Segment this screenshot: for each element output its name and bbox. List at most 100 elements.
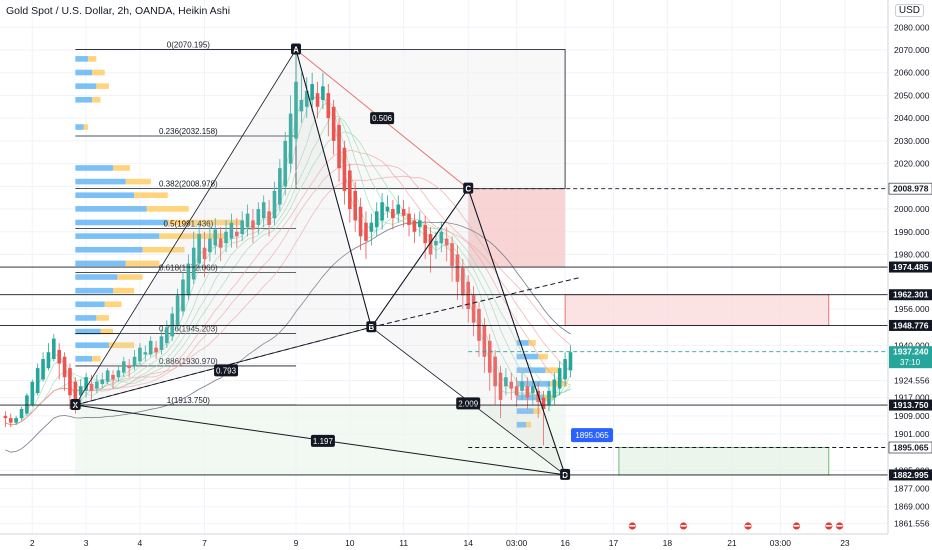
- candle-body: [391, 209, 395, 219]
- upper-box: [564, 294, 830, 326]
- candle-body: [19, 409, 24, 419]
- pattern-point-d: D: [562, 471, 568, 480]
- candle-body: [186, 263, 191, 296]
- price-tick: 2040.000: [894, 113, 930, 123]
- candle-body: [531, 386, 535, 394]
- candle-body: [68, 368, 72, 396]
- price-label-box: [889, 469, 932, 481]
- ma-line: [5, 175, 571, 426]
- price-label: 1913.750: [893, 400, 929, 410]
- candle-body: [358, 206, 363, 237]
- candle-body: [374, 211, 379, 228]
- candle-body: [78, 386, 83, 396]
- candle-body: [396, 204, 401, 214]
- time-tick: 2: [30, 538, 35, 548]
- candle-body: [14, 418, 18, 423]
- volume-bar-yellow: [545, 367, 560, 373]
- fib-label: 1(1913.750): [167, 396, 210, 405]
- fib-label: 0(2070.195): [167, 41, 210, 50]
- cd-line: [467, 188, 566, 476]
- volume-bar-yellow: [96, 83, 109, 89]
- volume-bar-blue: [516, 421, 527, 428]
- candle-body: [46, 352, 51, 369]
- price-label: 1882.995: [893, 470, 929, 480]
- volume-bar-blue: [516, 353, 539, 360]
- candle-body: [138, 347, 142, 362]
- currency-button[interactable]: USD: [894, 4, 924, 17]
- price-tick: 2080.000: [894, 22, 930, 32]
- price-label-box: [888, 441, 932, 454]
- candle-body: [235, 231, 239, 237]
- time-tick: 10: [345, 538, 355, 548]
- candle-body: [380, 202, 384, 221]
- candle-body: [509, 381, 514, 389]
- candle-body: [563, 359, 567, 380]
- volume-bar-yellow: [92, 96, 101, 103]
- candle-body: [3, 415, 8, 419]
- price-label: 1974.485: [893, 262, 929, 272]
- volume-bar-yellow: [526, 421, 532, 428]
- candle-body: [525, 386, 530, 398]
- candle-body: [84, 377, 88, 391]
- candle-body: [132, 356, 137, 366]
- ratio-label: 0.506: [372, 114, 393, 123]
- flag-stripe-icon: [825, 525, 832, 527]
- pattern-point-c: C: [465, 185, 471, 194]
- candle-body: [428, 234, 433, 255]
- volume-bar-yellow: [96, 315, 109, 321]
- ma-line: [5, 150, 571, 426]
- volume-bar-yellow: [125, 260, 160, 267]
- flag-stripe-icon: [629, 525, 636, 527]
- price-tick: 2060.000: [894, 68, 930, 78]
- price-tick: 1909.000: [894, 411, 930, 421]
- candle-body: [353, 190, 357, 221]
- fib-label: 0.5(1991.436): [163, 220, 213, 229]
- candle-body: [439, 231, 444, 244]
- candle-body: [450, 243, 454, 266]
- volume-bar-blue: [75, 165, 114, 171]
- candle-body: [100, 379, 105, 385]
- candle-body: [331, 106, 336, 141]
- volume-bar-yellow: [159, 233, 227, 239]
- price-label: 1962.301: [893, 290, 929, 300]
- ratio-box: [456, 397, 481, 410]
- ma-line: [5, 94, 571, 426]
- time-tick: 14: [463, 538, 473, 548]
- pattern-point-box: [463, 182, 474, 194]
- candle-body: [175, 295, 180, 325]
- time-axis[interactable]: 2 3 4 7 9 10 11 14 03:00 16 17 18 21 03:00 23: [0, 521, 888, 548]
- candle-body: [385, 206, 390, 212]
- volume-bar-yellow: [113, 287, 135, 294]
- candle-body: [256, 209, 261, 225]
- candle-body: [62, 356, 67, 378]
- candle-body: [41, 359, 45, 380]
- price-axis[interactable]: 2080.000 2070.000 2060.000 2050.000 2040.000…: [887, 0, 932, 534]
- volume-bar-blue: [75, 206, 147, 212]
- price-label: 1895.065: [893, 443, 929, 453]
- volume-bar-blue: [75, 83, 97, 89]
- price-label-box: [889, 261, 932, 273]
- candle-body: [444, 238, 449, 246]
- candle-body: [337, 124, 341, 169]
- candle-body: [423, 224, 427, 244]
- candle-body: [267, 211, 271, 225]
- flag-stripe-icon: [745, 525, 752, 527]
- candle-body: [57, 349, 61, 364]
- candle-body: [52, 338, 56, 360]
- candle-body: [240, 220, 244, 235]
- candle-body: [218, 238, 223, 248]
- candle-body: [25, 395, 29, 414]
- time-tick: 21: [727, 538, 737, 548]
- volume-bar-blue: [75, 246, 143, 253]
- candle-body: [121, 361, 126, 373]
- volume-bar-yellow: [92, 356, 101, 362]
- volume-bar-blue: [75, 356, 93, 362]
- volume-bar-blue: [75, 56, 88, 62]
- candle-body: [541, 397, 546, 410]
- candle-body: [288, 113, 293, 164]
- price-label-box: [889, 346, 932, 369]
- volume-bar-blue: [516, 367, 546, 373]
- volume-bar-blue: [75, 233, 160, 239]
- candle-body: [245, 213, 250, 228]
